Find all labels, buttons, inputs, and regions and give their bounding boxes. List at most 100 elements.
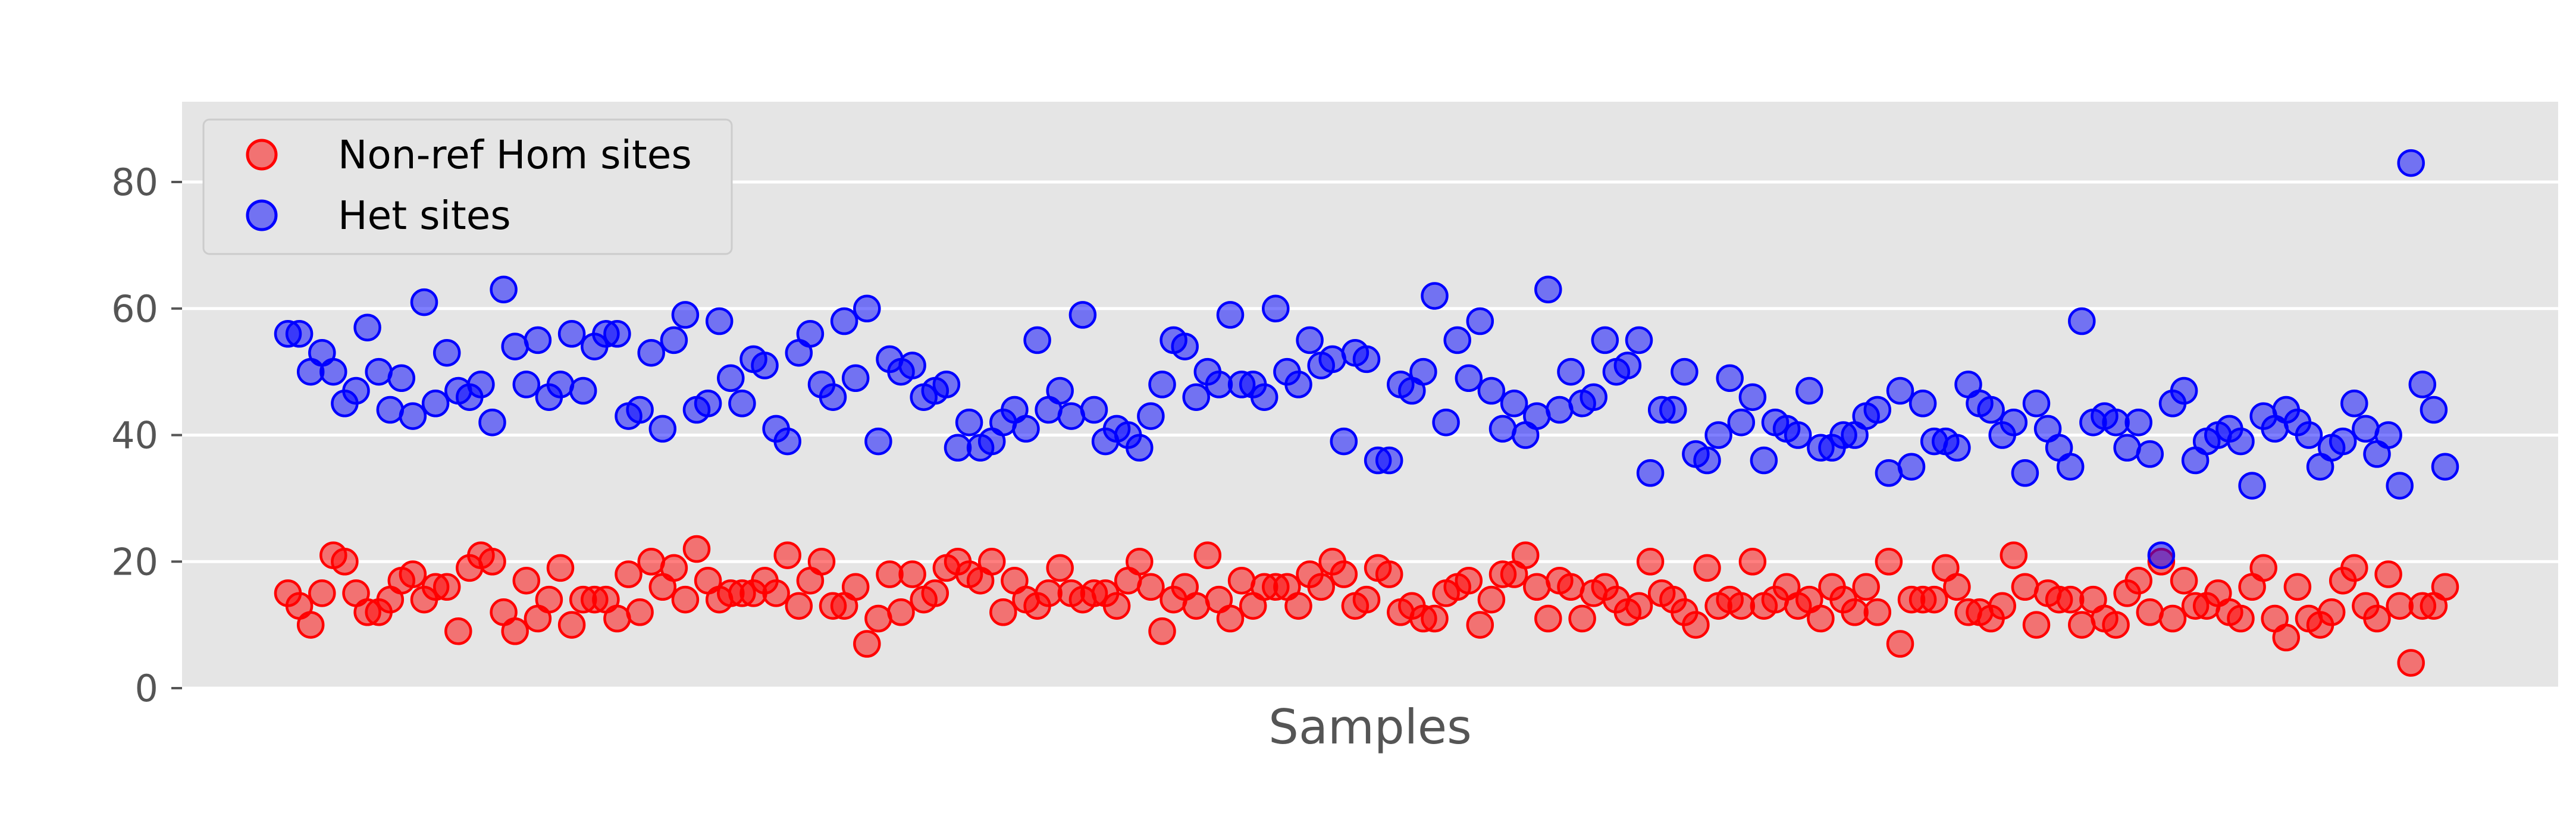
non-ref-hom-point [1863, 598, 1892, 626]
non-ref-hom-point [308, 579, 336, 607]
het-point [2397, 149, 2425, 177]
het-point [2011, 459, 2039, 487]
het-point [2352, 415, 2380, 443]
het-point [319, 357, 347, 386]
het-point [1557, 357, 1585, 386]
legend-marker-het [246, 199, 278, 231]
het-point [2340, 390, 2368, 418]
het-point [2374, 421, 2402, 449]
het-point [660, 326, 688, 354]
het-point [1546, 396, 1574, 424]
het-point [2386, 472, 2414, 500]
non-ref-hom-point [512, 566, 541, 595]
legend-box [202, 118, 733, 255]
het-point [751, 352, 779, 379]
non-ref-hom-point [1352, 585, 1381, 614]
non-ref-hom-point [785, 592, 813, 620]
het-point [433, 338, 461, 367]
non-ref-hom-point [1182, 592, 1210, 620]
het-point [1409, 357, 1437, 386]
het-point [2431, 453, 2459, 481]
het-point [1977, 396, 2005, 424]
non-ref-hom-point [1511, 541, 1540, 569]
non-ref-hom-point [2227, 604, 2255, 633]
het-point [1126, 434, 1154, 462]
het-point [1591, 326, 1619, 354]
non-ref-hom-point [2317, 598, 2346, 626]
non-ref-hom-point [615, 560, 643, 588]
het-point [1580, 383, 1607, 411]
non-ref-hom-point [1738, 548, 1767, 576]
non-ref-hom-point [682, 535, 711, 563]
non-ref-hom-point [603, 604, 631, 633]
non-ref-hom-point [977, 548, 1006, 576]
non-ref-hom-point [535, 585, 563, 614]
het-point [501, 332, 529, 360]
non-ref-hom-point [1568, 604, 1596, 633]
y-tick-label: 20 [111, 540, 158, 583]
het-point [546, 371, 575, 398]
het-point [671, 301, 700, 329]
non-ref-hom-point [2283, 573, 2312, 601]
het-point [1148, 371, 1176, 398]
het-point [1057, 402, 1086, 430]
het-point [864, 427, 892, 456]
het-point [2000, 408, 2028, 437]
x-axis-label: Samples [1268, 699, 1472, 755]
het-point [1216, 301, 1245, 329]
non-ref-hom-point [2374, 560, 2402, 588]
het-point [796, 320, 825, 348]
het-point [467, 371, 495, 398]
non-ref-hom-point [2124, 566, 2152, 595]
non-ref-hom-point [853, 630, 881, 658]
het-point [1795, 376, 1823, 405]
non-ref-hom-point [671, 585, 700, 614]
non-ref-hom-point [1693, 554, 1721, 582]
het-point [1625, 326, 1653, 354]
non-ref-hom-point [478, 548, 506, 576]
legend: Non-ref Hom sites Het sites [202, 118, 733, 255]
non-ref-hom-point [841, 573, 870, 601]
het-point [955, 408, 983, 437]
het-point [898, 352, 926, 379]
non-ref-hom-point [1227, 566, 1256, 595]
het-point [944, 434, 972, 462]
non-ref-hom-point [2056, 585, 2085, 614]
het-point [1466, 307, 1494, 335]
het-point [1046, 376, 1074, 405]
non-ref-hom-point [2431, 573, 2459, 601]
non-ref-hom-point [1466, 611, 1494, 639]
het-point [1863, 396, 1892, 424]
non-ref-hom-point [921, 579, 949, 607]
het-point [1455, 364, 1483, 393]
non-ref-hom-point [1727, 592, 1756, 620]
het-point [1205, 371, 1233, 398]
het-point [773, 427, 801, 456]
het-point [1080, 396, 1108, 424]
het-point [490, 275, 518, 304]
non-ref-hom-point [898, 560, 926, 588]
non-ref-hom-point [864, 604, 892, 633]
het-point [478, 408, 506, 437]
het-point [387, 364, 416, 393]
non-ref-hom-point [1852, 573, 1880, 601]
het-point [1613, 352, 1642, 379]
non-ref-hom-point [1421, 604, 1449, 633]
het-point [285, 320, 314, 348]
het-point [1886, 376, 1914, 405]
non-ref-hom-point [1284, 592, 1312, 620]
het-point [1727, 408, 1756, 437]
het-point [2238, 472, 2266, 500]
het-point [2170, 376, 2198, 405]
non-ref-hom-point [660, 554, 688, 582]
y-tick-label: 80 [111, 161, 158, 204]
non-ref-hom-point [2170, 566, 2198, 595]
non-ref-hom-point [2340, 554, 2368, 582]
non-ref-hom-point [2272, 623, 2301, 652]
non-ref-hom-point [989, 598, 1017, 626]
non-ref-hom-point [1455, 566, 1483, 595]
het-point [2420, 396, 2448, 424]
het-point [1943, 434, 1971, 462]
non-ref-hom-point [1875, 548, 1903, 576]
het-point [819, 383, 847, 411]
